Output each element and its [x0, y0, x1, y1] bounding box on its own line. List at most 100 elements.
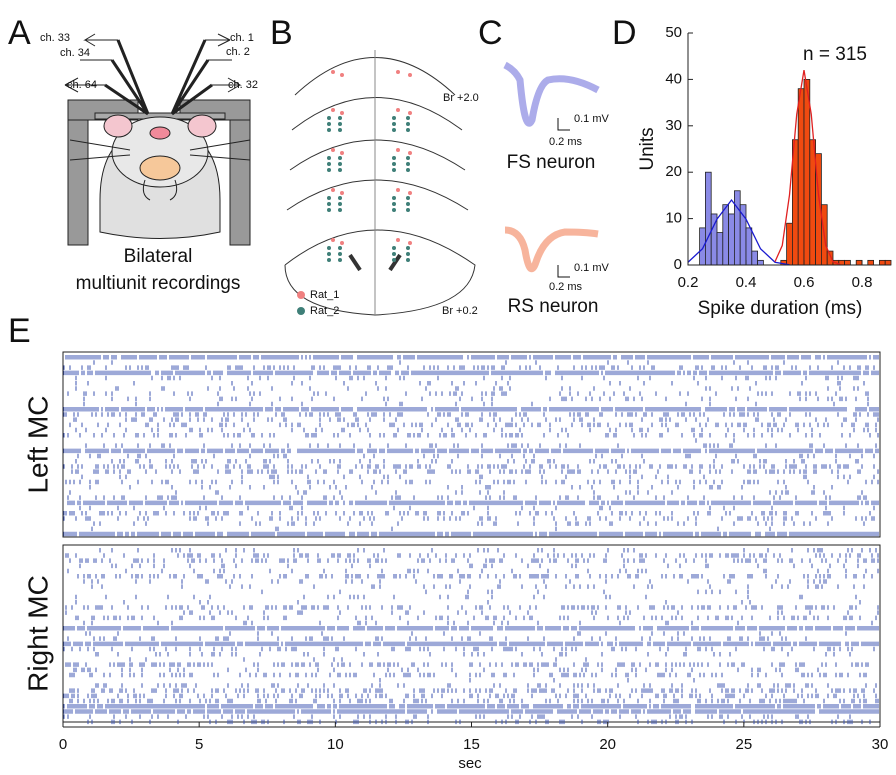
- y-tick-label: 40: [665, 70, 682, 87]
- raster-row: [67, 636, 807, 641]
- site: [406, 202, 410, 206]
- site: [327, 196, 331, 200]
- site: [396, 148, 400, 152]
- site: [406, 116, 410, 120]
- raster-row: [63, 407, 879, 412]
- raster-row: [695, 438, 735, 443]
- x-tick-label: 20: [599, 736, 616, 753]
- raster-row: [63, 433, 879, 438]
- channel-label: ch. 1: [230, 32, 254, 44]
- raster-row: [79, 563, 859, 569]
- site: [331, 108, 335, 112]
- raster-row: [129, 657, 587, 662]
- legend-label: Rat_1: [310, 289, 339, 301]
- x-tick-label: 0.2: [678, 274, 699, 291]
- raster-row: [65, 610, 879, 615]
- raster-row: [91, 584, 865, 589]
- raster-row: [75, 427, 877, 433]
- site: [327, 202, 331, 206]
- raster-row: [261, 589, 749, 595]
- site: [406, 196, 410, 200]
- site: [327, 168, 331, 172]
- raster-row: [69, 672, 867, 678]
- bar: [803, 79, 811, 266]
- bar: [705, 171, 712, 266]
- y-tick-label: 20: [665, 163, 682, 180]
- y-tick-label: 50: [665, 24, 682, 41]
- bar: [826, 250, 834, 266]
- site: [331, 70, 335, 74]
- site: [396, 238, 400, 242]
- site: [392, 202, 396, 206]
- bar: [884, 259, 892, 266]
- raster-row: [87, 719, 871, 725]
- raster-row: [65, 355, 879, 360]
- site: [406, 258, 410, 262]
- fit-curve: [687, 198, 790, 266]
- channel-label: ch. 64: [67, 79, 97, 91]
- site: [406, 168, 410, 172]
- site: [406, 252, 410, 256]
- site: [327, 162, 331, 166]
- level-label: Br +0.2: [442, 305, 478, 317]
- scale-label: 0.1 mV: [574, 113, 610, 125]
- raster-row: [65, 479, 879, 485]
- site: [406, 162, 410, 166]
- bar: [797, 88, 805, 266]
- site: [338, 162, 342, 166]
- raster-row: [73, 417, 879, 422]
- raster-row: [75, 600, 861, 605]
- site: [408, 191, 412, 195]
- legend-dot: [297, 307, 305, 315]
- site: [340, 151, 344, 155]
- panel-label: D: [612, 14, 637, 52]
- bar: [745, 227, 753, 266]
- y-axis-label: Units: [637, 127, 658, 170]
- scale-label: 0.2 ms: [549, 136, 583, 148]
- raster-row: [65, 605, 879, 610]
- raster-row: [63, 370, 879, 376]
- raster-row: [65, 553, 879, 558]
- x-tick-label: 0.4: [736, 274, 757, 291]
- level-label: Br +2.0: [443, 92, 479, 104]
- bar: [867, 259, 874, 266]
- site: [340, 191, 344, 195]
- raster-row: [73, 667, 819, 673]
- bar: [739, 204, 747, 266]
- x-tick-label: 10: [327, 736, 344, 753]
- site: [392, 258, 396, 262]
- site: [392, 128, 396, 132]
- bar: [728, 213, 735, 266]
- site: [392, 246, 396, 250]
- panel-label: C: [478, 14, 503, 52]
- raster-row: [63, 626, 879, 631]
- caption: multiunit recordings: [76, 273, 241, 294]
- channel-label: ch. 2: [226, 46, 250, 58]
- raster-row: [63, 704, 879, 709]
- site: [338, 258, 342, 262]
- raster-row: [63, 516, 875, 521]
- site: [327, 116, 331, 120]
- bar: [855, 259, 863, 266]
- raster-row: [75, 594, 857, 600]
- raster-row: [79, 505, 875, 511]
- site: [408, 151, 412, 155]
- raster-row: [83, 579, 827, 584]
- site: [340, 73, 344, 77]
- site: [396, 188, 400, 192]
- raster-row: [63, 511, 871, 516]
- raster-row: [77, 453, 875, 459]
- site: [327, 208, 331, 212]
- site: [338, 196, 342, 200]
- site: [327, 122, 331, 126]
- raster-row: [63, 448, 879, 454]
- annotation: n = 315: [803, 44, 867, 65]
- raster-row: [89, 485, 833, 490]
- raster-row: [67, 495, 867, 500]
- raster-row: [65, 662, 869, 667]
- raster-row: [69, 490, 863, 495]
- raster-row: [69, 422, 877, 428]
- site: [396, 70, 400, 74]
- raster-row: [85, 443, 877, 448]
